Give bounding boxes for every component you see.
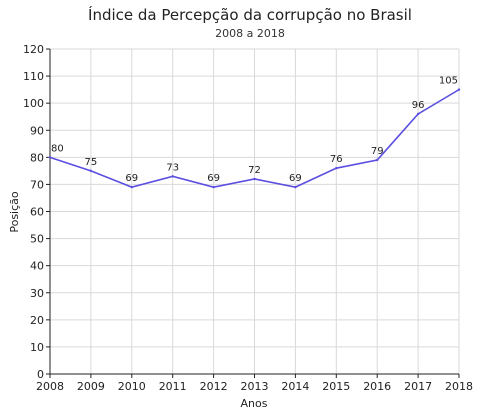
x-tick-label: 2016 (363, 380, 391, 393)
data-point (48, 156, 52, 159)
y-tick-label: 50 (30, 233, 44, 246)
data-point (89, 169, 93, 173)
axis-layer: 0 10 20 30 40 50 60 70 80 90 100 110 120 2008 2009 2010… (23, 43, 473, 393)
x-tick-label: 2015 (322, 380, 350, 393)
y-tick-label: 60 (30, 206, 44, 219)
data-label: 73 (166, 162, 179, 173)
x-tick-label: 2012 (200, 380, 228, 393)
y-axis-title: Posição (8, 191, 21, 233)
data-label: 105 (439, 76, 458, 87)
y-tick-label: 90 (30, 124, 44, 137)
y-tick-label: 40 (30, 260, 44, 273)
x-tick-label: 2010 (118, 380, 146, 393)
data-point (171, 175, 174, 178)
data-label: 72 (248, 165, 261, 176)
data-label: 75 (85, 157, 98, 168)
data-point (457, 88, 461, 91)
x-tick-label: 2013 (241, 380, 269, 393)
x-tick-label: 2008 (36, 380, 64, 393)
data-label: 69 (207, 173, 220, 184)
data-label-layer: 80 75 69 73 69 72 69 76 79 96 105 (51, 76, 458, 185)
y-tick-label: 70 (30, 178, 44, 191)
x-axis-title: Anos (241, 397, 268, 410)
data-point (376, 158, 379, 162)
x-tick-label: 2017 (404, 380, 432, 393)
data-label: 69 (125, 173, 138, 184)
data-label: 69 (289, 173, 302, 184)
x-tick-label: 2014 (281, 380, 309, 393)
data-label: 80 (51, 143, 64, 154)
data-label: 96 (412, 100, 425, 111)
y-tick-label: 120 (23, 43, 44, 56)
data-point (253, 177, 256, 181)
y-tick-label: 30 (30, 287, 44, 300)
grid-layer (49, 48, 460, 375)
data-point (294, 185, 297, 189)
data-point (130, 185, 133, 189)
data-label: 76 (330, 154, 343, 165)
y-tick-label: 100 (23, 97, 44, 110)
chart-title: Índice da Percepção da corrupção no Bras… (88, 6, 412, 24)
data-point (335, 166, 338, 170)
series-layer (48, 88, 461, 189)
y-tick-label: 10 (30, 341, 44, 354)
data-point (416, 112, 420, 116)
x-tick-label: 2018 (445, 380, 473, 393)
x-tick-label: 2009 (77, 380, 105, 393)
y-tick-label: 80 (30, 151, 44, 164)
x-tick-label: 2011 (159, 380, 187, 393)
y-tick-label: 0 (37, 368, 44, 381)
y-tick-label: 110 (23, 70, 44, 83)
chart-subtitle: 2008 a 2018 (215, 27, 285, 40)
data-label: 79 (371, 146, 384, 157)
y-tick-label: 20 (30, 314, 44, 327)
data-point (212, 185, 215, 189)
